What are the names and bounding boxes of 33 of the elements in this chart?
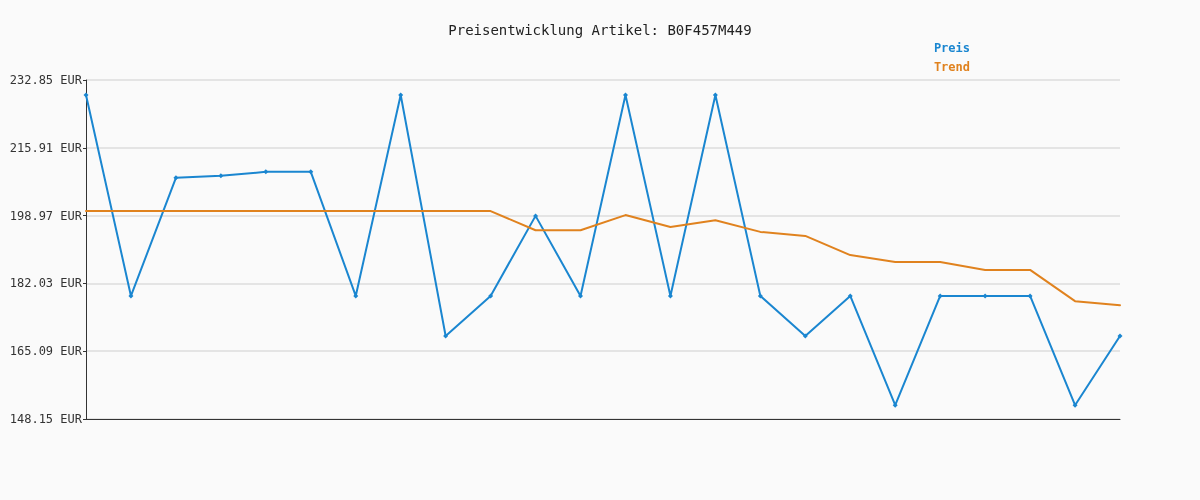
point: [353, 293, 359, 299]
point: [1117, 333, 1123, 339]
point: [712, 92, 718, 98]
point: [83, 92, 89, 98]
point: [802, 333, 808, 339]
point: [443, 333, 449, 339]
point: [937, 293, 943, 299]
line-series: [85, 210, 1121, 307]
point: [982, 293, 988, 299]
chart-title: Preisentwicklung Artikel: B0F457M449: [448, 22, 752, 38]
text: Trend: [933, 60, 970, 74]
y-tick-label: 215.91 EUR: [9, 140, 83, 155]
y-tick-label: 198.97 EUR: [9, 208, 83, 223]
point: [128, 293, 134, 299]
point: [667, 293, 673, 299]
point: [1072, 402, 1078, 408]
point: [398, 92, 404, 98]
point: [578, 293, 584, 299]
point: [1027, 293, 1033, 299]
y-tick-label: 232.85 EUR: [9, 73, 83, 87]
point: [308, 169, 314, 175]
y-tick-label: 165.09 EUR: [9, 344, 83, 359]
point: [622, 92, 628, 98]
point: [218, 173, 224, 179]
y-tick-label: 148.15 EUR: [9, 412, 83, 426]
text: Preis: [933, 41, 970, 55]
point: [263, 169, 269, 175]
point: [173, 175, 179, 181]
point: [847, 293, 853, 299]
y-tick-label: 182.03 EUR: [9, 276, 83, 291]
point: [488, 293, 494, 299]
point: [757, 293, 763, 299]
point: [533, 213, 539, 219]
